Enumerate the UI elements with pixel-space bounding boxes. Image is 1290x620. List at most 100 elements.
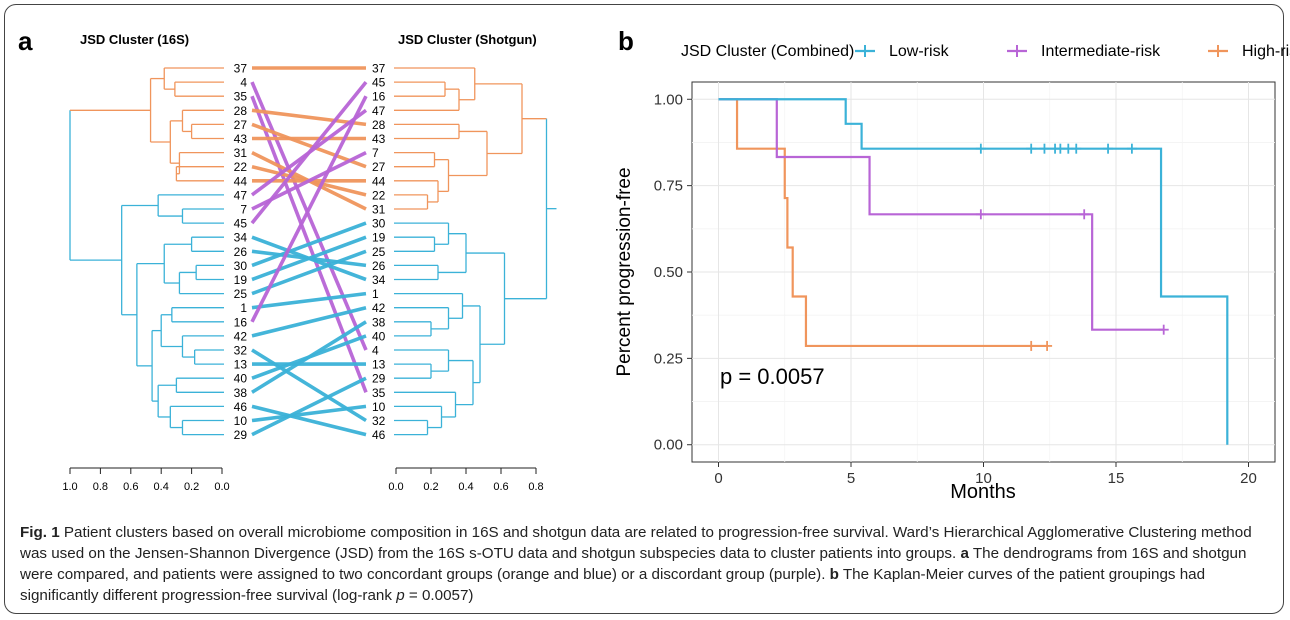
caption-label-a: a <box>960 545 969 562</box>
legend-key <box>1208 45 1228 57</box>
right-axis-tick-label: 0.0 <box>388 481 403 493</box>
right-leaf-label: 34 <box>372 273 386 287</box>
km-curve-intermediate-risk <box>718 98 1164 331</box>
connection-line <box>251 376 367 437</box>
right-leaf-label: 1 <box>372 287 379 301</box>
y-tick-label: 0.50 <box>654 264 683 281</box>
censor-mark <box>1039 143 1050 154</box>
right-leaf-label: 32 <box>372 414 386 428</box>
left-leaf-label: 31 <box>234 146 248 160</box>
connection-line <box>250 95 368 323</box>
left-axis-tick-label: 0.2 <box>184 481 199 493</box>
x-axis-label: Months <box>950 481 1016 503</box>
left-leaf-label: 38 <box>234 386 248 400</box>
plot-gridlines <box>692 82 1275 462</box>
right-leaf-label: 16 <box>372 90 386 104</box>
left-leaf-label: 42 <box>234 329 248 343</box>
right-leaf-label: 29 <box>372 372 386 386</box>
p-value-annotation: p = 0.0057 <box>720 364 825 389</box>
x-axis-ticks: 0 5 10 15 20 <box>714 462 1257 487</box>
right-leaf-label: 25 <box>372 245 386 259</box>
legend-entry-label: High-risk <box>1242 43 1290 60</box>
connection-line <box>251 235 367 282</box>
right-leaf-label: 28 <box>372 118 386 132</box>
left-leaf-label: 40 <box>234 372 248 386</box>
connection-line <box>251 404 367 437</box>
right-height-axis: 0.0 0.2 0.4 0.6 0.8 <box>388 467 544 493</box>
right-axis-tick-label: 0.4 <box>458 481 473 493</box>
left-leaf-label: 44 <box>234 174 248 188</box>
left-leaf-label: 45 <box>234 217 248 231</box>
panel-b-label: b <box>618 26 634 56</box>
left-leaf-label: 1 <box>240 301 247 315</box>
y-tick-label: 0.00 <box>654 437 683 454</box>
legend-key <box>1007 45 1027 57</box>
left-axis-tick-label: 0.4 <box>154 481 169 493</box>
y-tick-label: 0.75 <box>654 178 683 195</box>
caption-part-b-2: = 0.0057) <box>404 587 474 604</box>
left-leaf-label: 26 <box>234 245 248 259</box>
censor-mark <box>1103 143 1114 154</box>
right-axis-tick-label: 0.6 <box>493 481 508 493</box>
right-leaf-label: 30 <box>372 217 386 231</box>
tanglegram-connections <box>250 66 368 437</box>
caption-fig-label: Fig. 1 <box>20 524 60 541</box>
y-axis-label: Percent progression-free <box>614 167 635 376</box>
right-leaf-label: 46 <box>372 428 386 442</box>
right-leaf-label: 45 <box>372 76 386 90</box>
left-leaf-label: 37 <box>234 62 248 76</box>
km-curve-low-risk <box>718 98 1229 445</box>
caption-label-b: b <box>829 566 839 583</box>
legend-entry-label: Low-risk <box>889 43 950 60</box>
censor-mark <box>975 143 986 154</box>
censor-mark <box>1126 143 1137 154</box>
censor-mark <box>1026 340 1037 351</box>
left-leaf-label: 22 <box>234 160 248 174</box>
legend-key <box>855 45 875 57</box>
right-leaf-label: 26 <box>372 259 386 273</box>
left-axis-tick-label: 1.0 <box>62 481 77 493</box>
left-leaf-label: 30 <box>234 259 248 273</box>
left-leaf-label: 19 <box>234 273 248 287</box>
right-leaf-label: 42 <box>372 301 386 315</box>
censor-mark <box>975 209 986 220</box>
right-leaf-label: 43 <box>372 132 386 146</box>
y-tick-label: 0.25 <box>654 350 683 367</box>
figure-frame <box>4 4 1284 614</box>
caption-p-symbol: p <box>396 587 405 604</box>
left-leaf-label: 10 <box>234 414 248 428</box>
censor-mark <box>1071 143 1082 154</box>
left-axis-tick-label: 0.0 <box>214 481 229 493</box>
censor-mark <box>1079 209 1090 220</box>
y-axis-ticks: 0.00 0.25 0.50 0.75 1.00 <box>654 91 692 454</box>
panel-a-label: a <box>18 26 33 56</box>
right-leaf-label: 10 <box>372 400 386 414</box>
right-leaf-label: 37 <box>372 62 386 76</box>
right-leaf-label: 44 <box>372 174 386 188</box>
connection-line <box>250 81 368 351</box>
x-tick-label: 20 <box>1240 470 1257 487</box>
right-leaf-label: 27 <box>372 160 386 174</box>
left-leaf-label: 35 <box>234 90 248 104</box>
panel-a-tanglegram: a JSD Cluster (16S) JSD Cluster (Shotgun… <box>18 26 557 493</box>
caption-sentence-1: Patient clusters based on overall microb… <box>20 524 1252 562</box>
left-leaf-label: 4 <box>240 76 247 90</box>
panel-b-km-plot: b JSD Cluster (Combined) Low-risk Interme… <box>614 26 1290 503</box>
connection-line <box>251 221 367 268</box>
right-leaf-label: 38 <box>372 315 386 329</box>
right-leaf-label: 31 <box>372 203 386 217</box>
right-leaf-label: 35 <box>372 386 386 400</box>
y-tick-label: 1.00 <box>654 91 683 108</box>
censor-mark <box>1042 340 1053 351</box>
censor-mark <box>1026 143 1037 154</box>
legend-entry-label: Intermediate-risk <box>1041 43 1161 60</box>
left-axis-tick-label: 0.6 <box>123 481 138 493</box>
right-leaf-label: 19 <box>372 231 386 245</box>
censor-marks <box>975 143 1169 351</box>
legend: JSD Cluster (Combined) Low-risk Intermedi… <box>681 43 1290 60</box>
left-leaf-label: 32 <box>234 344 248 358</box>
left-leaf-label: 46 <box>234 400 248 414</box>
left-leaf-label: 47 <box>234 188 248 202</box>
left-dendrogram-title: JSD Cluster (16S) <box>80 32 189 47</box>
connection-line <box>251 320 367 394</box>
